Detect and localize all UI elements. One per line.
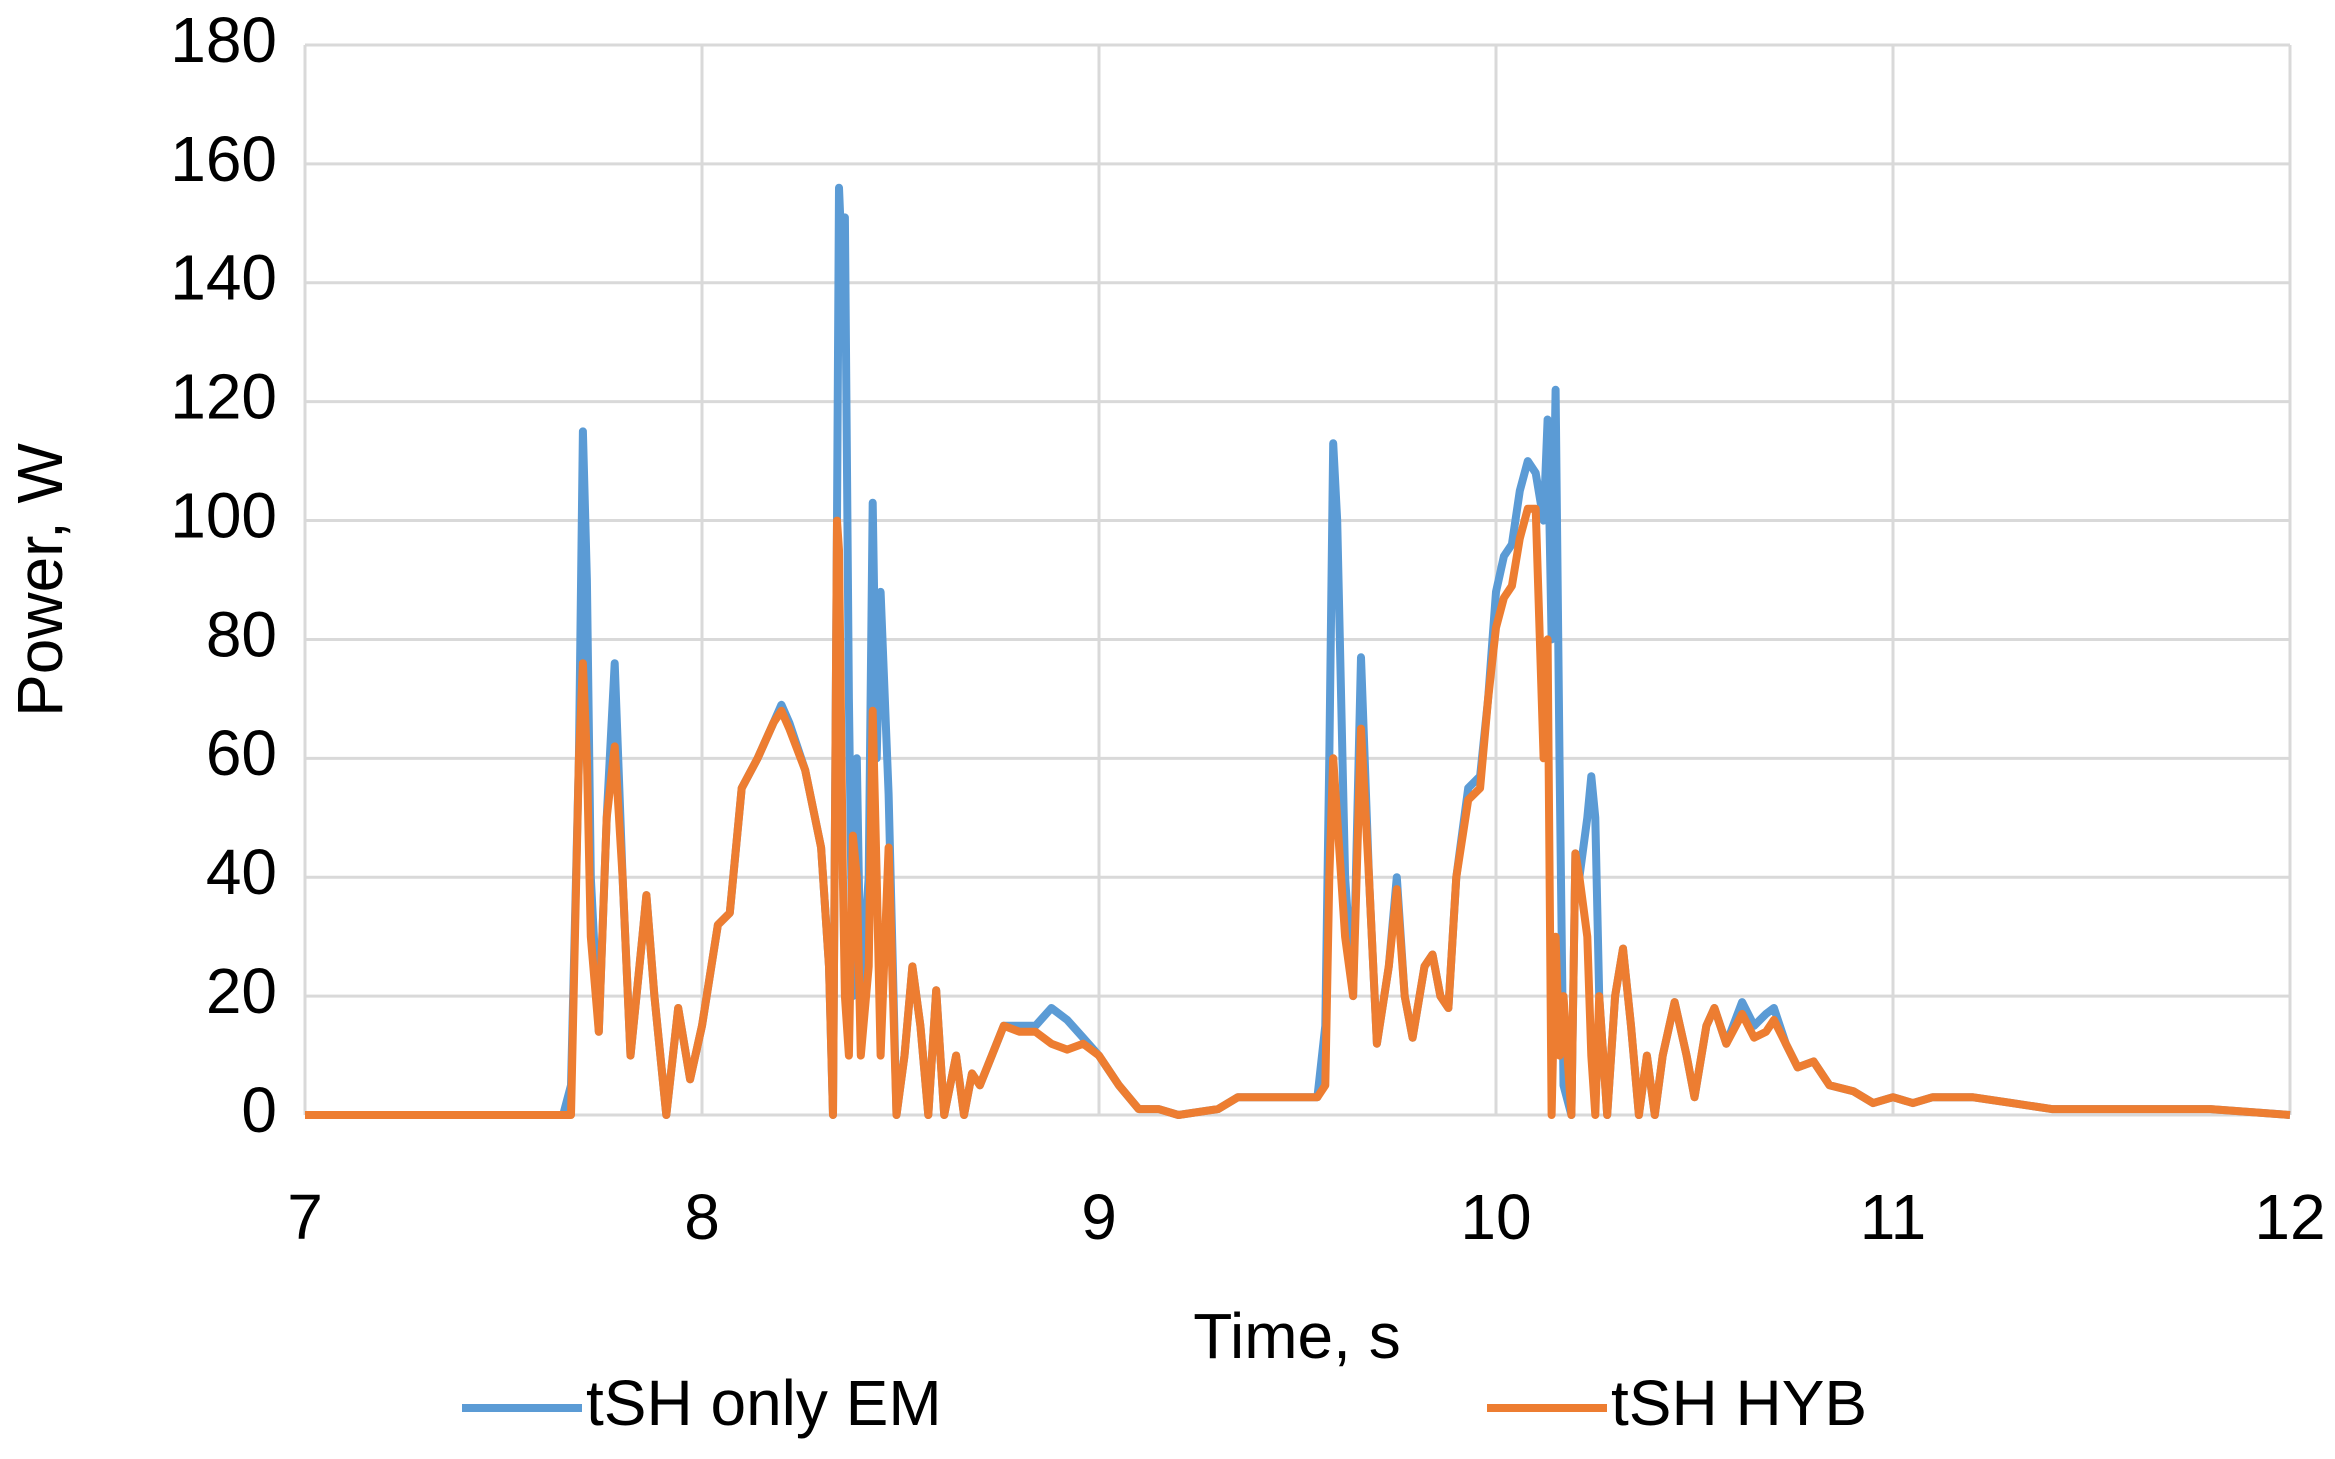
legend-label: tSH HYB <box>1611 1367 1867 1439</box>
x-tick-label: 12 <box>2254 1181 2325 1253</box>
y-tick-label: 40 <box>206 836 277 908</box>
y-tick-label: 20 <box>206 955 277 1027</box>
x-axis-title: Time, s <box>1193 1300 1400 1372</box>
y-tick-label: 180 <box>170 4 277 76</box>
x-tick-label: 10 <box>1460 1181 1531 1253</box>
x-tick-label: 11 <box>1860 1181 1926 1253</box>
x-tick-label: 8 <box>684 1181 720 1253</box>
y-tick-label: 60 <box>206 717 277 789</box>
y-tick-label: 140 <box>170 242 277 314</box>
x-tick-label: 9 <box>1081 1181 1117 1253</box>
y-tick-label: 160 <box>170 123 277 195</box>
y-tick-label: 0 <box>241 1074 277 1146</box>
y-axis-title: Power, W <box>4 442 76 716</box>
y-tick-label: 100 <box>170 479 277 551</box>
series-line <box>305 504 2291 1119</box>
y-tick-label: 80 <box>206 598 277 670</box>
legend-label: tSH only EM <box>586 1367 942 1439</box>
x-tick-label: 7 <box>287 1181 323 1253</box>
y-tick-label: 120 <box>170 361 277 433</box>
